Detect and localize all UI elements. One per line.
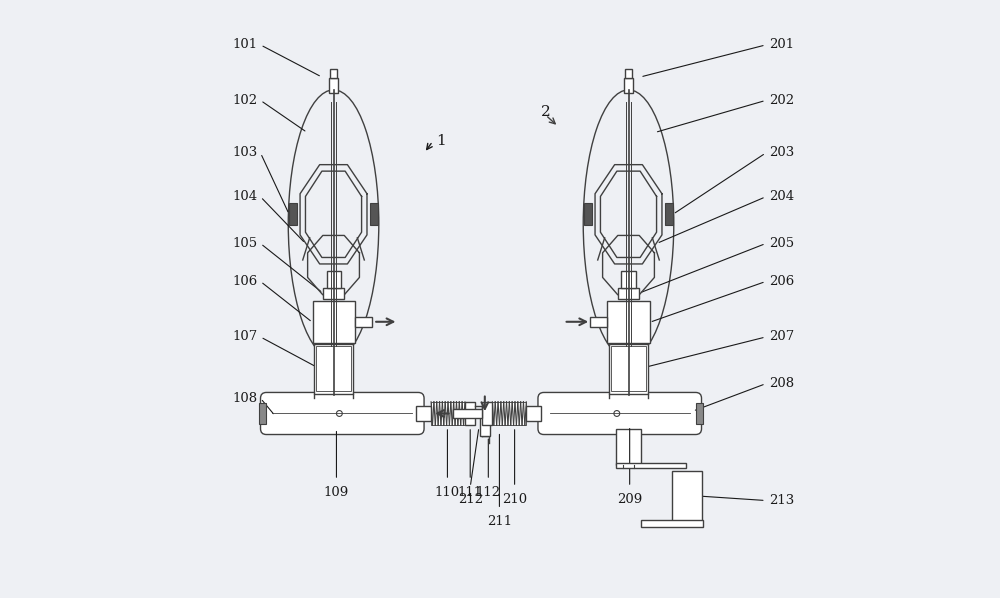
Bar <box>453 409 482 418</box>
Text: 108: 108 <box>232 392 258 405</box>
Text: 209: 209 <box>617 493 642 506</box>
Text: 213: 213 <box>769 494 794 507</box>
FancyBboxPatch shape <box>261 392 424 435</box>
Bar <box>314 344 353 393</box>
Bar <box>616 429 641 465</box>
Text: 106: 106 <box>232 275 258 288</box>
Bar <box>616 462 686 468</box>
Text: 204: 204 <box>769 190 794 203</box>
Text: 211: 211 <box>487 515 512 528</box>
Bar <box>665 203 673 225</box>
Bar <box>316 346 351 391</box>
Text: 212: 212 <box>458 493 483 506</box>
Bar <box>618 288 639 299</box>
Text: 208: 208 <box>769 377 794 390</box>
Text: 206: 206 <box>769 275 794 288</box>
Bar <box>416 406 431 421</box>
Bar <box>696 403 703 424</box>
Bar <box>526 406 541 421</box>
Text: 109: 109 <box>324 486 349 499</box>
Bar <box>609 344 648 393</box>
Text: 2: 2 <box>541 105 551 119</box>
Bar <box>323 288 344 299</box>
Bar <box>480 413 490 437</box>
Bar <box>584 203 592 225</box>
Text: 1: 1 <box>436 135 445 148</box>
Bar <box>289 203 297 225</box>
Text: 104: 104 <box>232 190 258 203</box>
Text: 112: 112 <box>476 486 501 499</box>
Text: 205: 205 <box>769 237 794 250</box>
Bar <box>492 402 526 425</box>
Bar <box>329 78 338 93</box>
Bar <box>641 520 703 527</box>
Bar <box>370 203 378 225</box>
Text: 202: 202 <box>769 94 794 107</box>
Text: 111: 111 <box>458 486 483 499</box>
Bar <box>625 69 632 78</box>
Bar <box>624 78 633 93</box>
Text: 105: 105 <box>232 237 258 250</box>
Text: 103: 103 <box>232 147 258 160</box>
Bar <box>431 402 465 425</box>
Text: 107: 107 <box>232 331 258 343</box>
Bar <box>313 301 355 343</box>
Bar <box>621 271 636 288</box>
Bar <box>355 316 372 327</box>
Text: 201: 201 <box>769 38 794 51</box>
Bar <box>330 69 337 78</box>
Text: 101: 101 <box>232 38 258 51</box>
Text: 210: 210 <box>502 493 527 506</box>
Text: 110: 110 <box>435 486 460 499</box>
Text: 207: 207 <box>769 331 794 343</box>
Bar <box>611 346 646 391</box>
Bar <box>259 403 266 424</box>
Text: 203: 203 <box>769 147 794 160</box>
Text: 102: 102 <box>232 94 258 107</box>
Bar <box>607 301 650 343</box>
Bar <box>590 316 607 327</box>
Bar <box>327 271 341 288</box>
Bar <box>465 402 475 425</box>
FancyBboxPatch shape <box>538 392 702 435</box>
Bar <box>482 402 492 425</box>
Bar <box>672 471 702 521</box>
